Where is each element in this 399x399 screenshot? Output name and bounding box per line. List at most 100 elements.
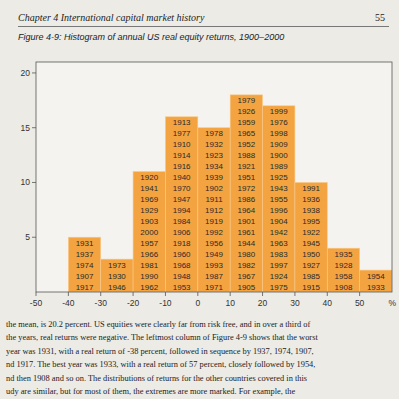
x-tick-label: -50 [30,298,43,308]
year-label: 1954 [367,272,385,281]
year-label: 1937 [76,250,94,259]
year-label: 1961 [237,228,255,237]
x-tick [36,292,37,296]
year-label: 1910 [173,140,191,149]
year-label: 1918 [173,239,191,248]
year-label: 1990 [140,272,158,281]
x-tick [359,292,360,296]
year-label: 1950 [302,250,320,259]
year-label: 1992 [205,228,223,237]
x-tick [197,292,198,296]
year-label: 1903 [140,217,158,226]
year-label: 1902 [205,184,223,193]
year-label: 1939 [205,173,223,182]
year-label: 1985 [302,272,320,281]
x-tick-label: 10 [225,298,235,308]
year-label: 1908 [335,283,353,292]
histogram-bar [230,95,262,292]
y-tick [32,182,36,183]
x-tick [68,292,69,296]
year-label: 1925 [270,173,288,182]
year-label: 1928 [335,261,353,270]
year-label: 1931 [76,239,94,248]
year-label: 1934 [205,162,223,171]
histogram-bar [133,172,165,292]
header-rule [18,26,389,27]
year-label: 1960 [173,250,191,259]
year-label: 1905 [237,283,255,292]
year-label: 1975 [270,283,288,292]
year-label: 1940 [173,173,191,182]
year-label: 1988 [237,151,255,160]
year-label: 1948 [173,272,191,281]
year-label: 1913 [173,118,191,127]
x-tick [230,292,231,296]
y-tick-label: 20 [21,68,31,78]
histogram-bar [295,182,327,292]
year-label: 1995 [302,217,320,226]
year-label: 1981 [140,261,158,270]
year-label: 1922 [302,228,320,237]
year-label: 1932 [205,140,223,149]
year-label: 1947 [173,195,191,204]
body-line: the years, real returns were negative. T… [6,331,318,344]
year-label: 1943 [270,184,288,193]
x-axis-label: % [388,298,396,308]
bars [68,95,392,292]
histogram-bar [263,106,295,292]
y-tick-label: 5 [25,232,30,242]
year-label: 1900 [270,151,288,160]
year-label: 1973 [108,261,126,270]
y-tick [32,127,36,128]
body-line: the mean, is 20.2 percent. US equities w… [6,318,318,331]
year-label: 1964 [237,206,255,215]
year-label: 1919 [205,217,223,226]
year-label: 1955 [270,195,288,204]
year-label: 1969 [140,195,158,204]
year-label: 1906 [173,228,191,237]
x-tick-label: 50 [355,298,365,308]
year-label: 1982 [237,261,255,270]
x-tick-label: 20 [258,298,268,308]
year-label: 1917 [76,283,94,292]
x-tick-label: -30 [95,298,108,308]
year-label: 1978 [205,129,223,138]
year-label: 1930 [108,272,126,281]
x-tick [262,292,263,296]
year-labels: 1931193719741907191719731930194619201941… [76,96,386,291]
year-label: 1991 [302,184,320,193]
x-tick-label: -40 [62,298,75,308]
body-line: year was 1931, with a real return of -38… [6,345,318,358]
y-tick-label: 10 [21,177,31,187]
year-label: 1968 [173,261,191,270]
year-label: 1962 [140,283,158,292]
histogram-bar [360,270,392,292]
year-label: 1945 [302,239,320,248]
page-header: Chapter 4 International capital market h… [18,12,204,23]
year-label: 1914 [173,151,191,160]
year-label: 1927 [302,261,320,270]
year-label: 1946 [108,283,126,292]
year-label: 1949 [205,250,223,259]
year-label: 1972 [237,184,255,193]
year-label: 1993 [205,261,223,270]
year-label: 1929 [140,206,158,215]
histogram-bar [68,237,100,292]
year-label: 1970 [173,184,191,193]
year-label: 1998 [270,129,288,138]
plot-frame [36,62,392,292]
year-label: 1965 [237,129,255,138]
x-tick-label: 40 [323,298,333,308]
x-tick [133,292,134,296]
year-label: 1921 [237,162,255,171]
year-label: 1941 [140,184,158,193]
year-label: 1959 [237,118,255,127]
year-label: 1915 [302,283,320,292]
year-label: 1986 [237,195,255,204]
year-label: 1974 [76,261,94,270]
x-tick [327,292,328,296]
year-label: 1909 [270,140,288,149]
x-tick-label: 0 [195,298,200,308]
x-tick-label: -10 [159,298,172,308]
year-label: 1999 [270,107,288,116]
